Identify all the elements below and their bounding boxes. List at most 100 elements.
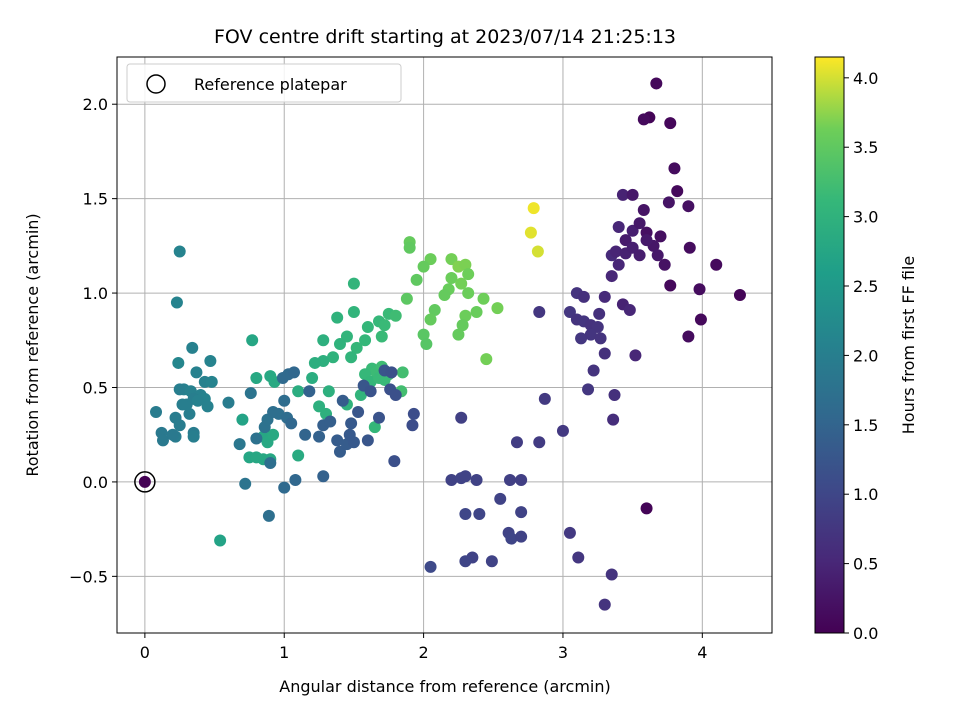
reference-point-fill: [138, 475, 151, 488]
y-axis-label: Rotation from reference (arcmin): [23, 213, 42, 476]
data-point: [584, 328, 597, 341]
data-point: [626, 188, 639, 201]
data-point: [388, 455, 401, 468]
data-point: [633, 249, 646, 262]
legend-entry-reference: Reference platepar: [194, 75, 347, 94]
data-point: [473, 508, 486, 521]
data-point: [389, 309, 402, 322]
data-point: [626, 224, 639, 237]
colorbar-ticks: 0.0 0.5 1.0 1.5 2.0 2.5 3.0 3.5 4.0: [844, 69, 878, 643]
data-point: [156, 434, 169, 447]
data-point: [204, 355, 217, 368]
data-point: [187, 430, 200, 443]
data-point: [403, 241, 416, 254]
data-point: [176, 398, 189, 411]
scatter-points: [150, 77, 746, 611]
data-point: [173, 419, 186, 432]
y-axis-ticks: −0.5 0.0 0.5 1.0 1.5 2.0: [69, 95, 117, 586]
data-point: [313, 400, 326, 413]
data-point: [459, 555, 472, 568]
x-axis-ticks: 0 1 2 3 4: [140, 633, 707, 662]
data-point: [407, 407, 420, 420]
data-point: [582, 383, 595, 396]
data-point: [317, 470, 330, 483]
data-point: [510, 436, 523, 449]
data-point: [445, 253, 458, 266]
data-point: [322, 385, 335, 398]
x-axis-label: Angular distance from reference (arcmin): [279, 677, 610, 696]
data-point: [172, 356, 185, 369]
data-point: [214, 534, 227, 547]
data-point: [477, 292, 490, 305]
data-point: [470, 474, 483, 487]
data-point: [524, 226, 537, 239]
data-point: [359, 334, 372, 347]
data-point: [591, 321, 604, 334]
data-point: [285, 417, 298, 430]
data-point: [491, 302, 504, 315]
data-point: [480, 353, 493, 366]
data-point: [459, 258, 472, 271]
data-point: [494, 492, 507, 505]
data-point: [327, 351, 340, 364]
data-point: [183, 407, 196, 420]
data-point: [262, 509, 275, 522]
data-point: [352, 406, 365, 419]
data-point: [173, 383, 186, 396]
data-point: [400, 292, 413, 305]
data-point: [504, 474, 516, 487]
data-point: [345, 351, 358, 364]
data-point: [563, 526, 576, 539]
data-point: [406, 419, 419, 432]
data-point: [417, 260, 430, 273]
data-point: [424, 253, 437, 266]
data-point: [633, 217, 646, 230]
data-point: [299, 428, 312, 441]
y-tick-label: 0.0: [83, 473, 108, 492]
data-point: [250, 451, 263, 464]
data-point: [250, 372, 263, 385]
data-point: [605, 568, 618, 581]
data-point: [452, 328, 465, 341]
x-tick-label: 2: [419, 643, 429, 662]
data-point: [538, 392, 551, 405]
data-point: [459, 508, 472, 521]
data-point: [455, 411, 468, 424]
data-point: [445, 271, 458, 284]
data-point: [533, 436, 546, 449]
data-point: [239, 477, 252, 490]
data-point: [173, 245, 186, 258]
colorbar-tick-label: 2.5: [853, 277, 878, 296]
data-point: [456, 319, 469, 332]
data-point: [533, 305, 546, 318]
colorbar: [815, 57, 844, 633]
data-point: [170, 296, 183, 309]
data-point: [420, 338, 433, 351]
data-point: [428, 304, 441, 317]
data-point: [373, 411, 385, 424]
data-point: [556, 424, 569, 437]
data-point: [246, 334, 259, 347]
data-point: [623, 304, 636, 317]
legend: Reference platepar: [126, 63, 402, 103]
data-point: [308, 356, 321, 369]
data-point: [287, 366, 300, 379]
data-point: [515, 474, 528, 487]
data-point: [336, 394, 349, 407]
data-point: [612, 220, 625, 233]
colorbar-label: Hours from first FF file: [899, 256, 918, 435]
data-point: [250, 432, 263, 445]
data-point: [424, 560, 437, 573]
data-point: [333, 338, 346, 351]
data-point: [459, 309, 472, 322]
data-point: [389, 389, 402, 402]
data-point: [527, 202, 540, 215]
data-point: [410, 273, 423, 286]
data-point: [694, 313, 707, 326]
data-point: [470, 305, 483, 318]
data-point: [607, 413, 620, 426]
data-point: [572, 551, 585, 564]
data-point: [626, 241, 639, 254]
data-point: [278, 481, 291, 494]
colorbar-tick-label: 1.0: [853, 485, 878, 504]
